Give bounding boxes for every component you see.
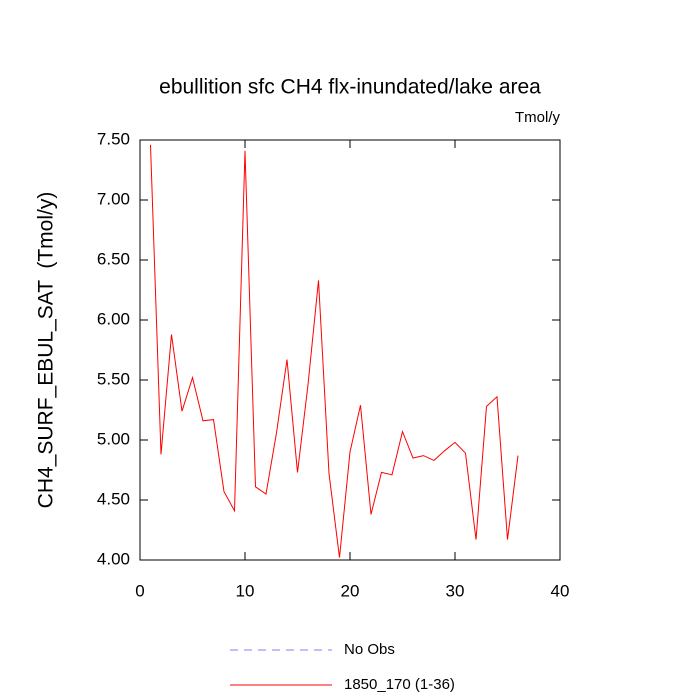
y-tick-label: 5.50	[97, 369, 130, 388]
y-tick-label: 4.50	[97, 489, 130, 508]
y-axis-label: CH4_SURF_EBUL_SAT (Tmol/y)	[35, 192, 58, 509]
y-tick-label: 7.50	[97, 129, 130, 148]
legend-label: 1850_170 (1-36)	[344, 676, 455, 693]
y-tick-label: 4.00	[97, 549, 130, 568]
y-tick-label: 6.50	[97, 249, 130, 268]
units-label: Tmol/y	[515, 109, 561, 126]
x-tick-label: 0	[135, 581, 144, 600]
x-tick-label: 20	[341, 581, 360, 600]
chart-title: ebullition sfc CH4 flx-inundated/lake ar…	[159, 76, 541, 99]
legend-label: No Obs	[344, 641, 395, 658]
series-line	[150, 144, 519, 558]
x-tick-label: 40	[551, 581, 570, 600]
y-tick-label: 5.00	[97, 429, 130, 448]
plot-frame	[139, 139, 561, 561]
y-tick-label: 6.00	[97, 309, 130, 328]
x-tick-label: 10	[236, 581, 255, 600]
y-tick-label: 7.00	[97, 189, 130, 208]
x-tick-label: 30	[446, 581, 465, 600]
